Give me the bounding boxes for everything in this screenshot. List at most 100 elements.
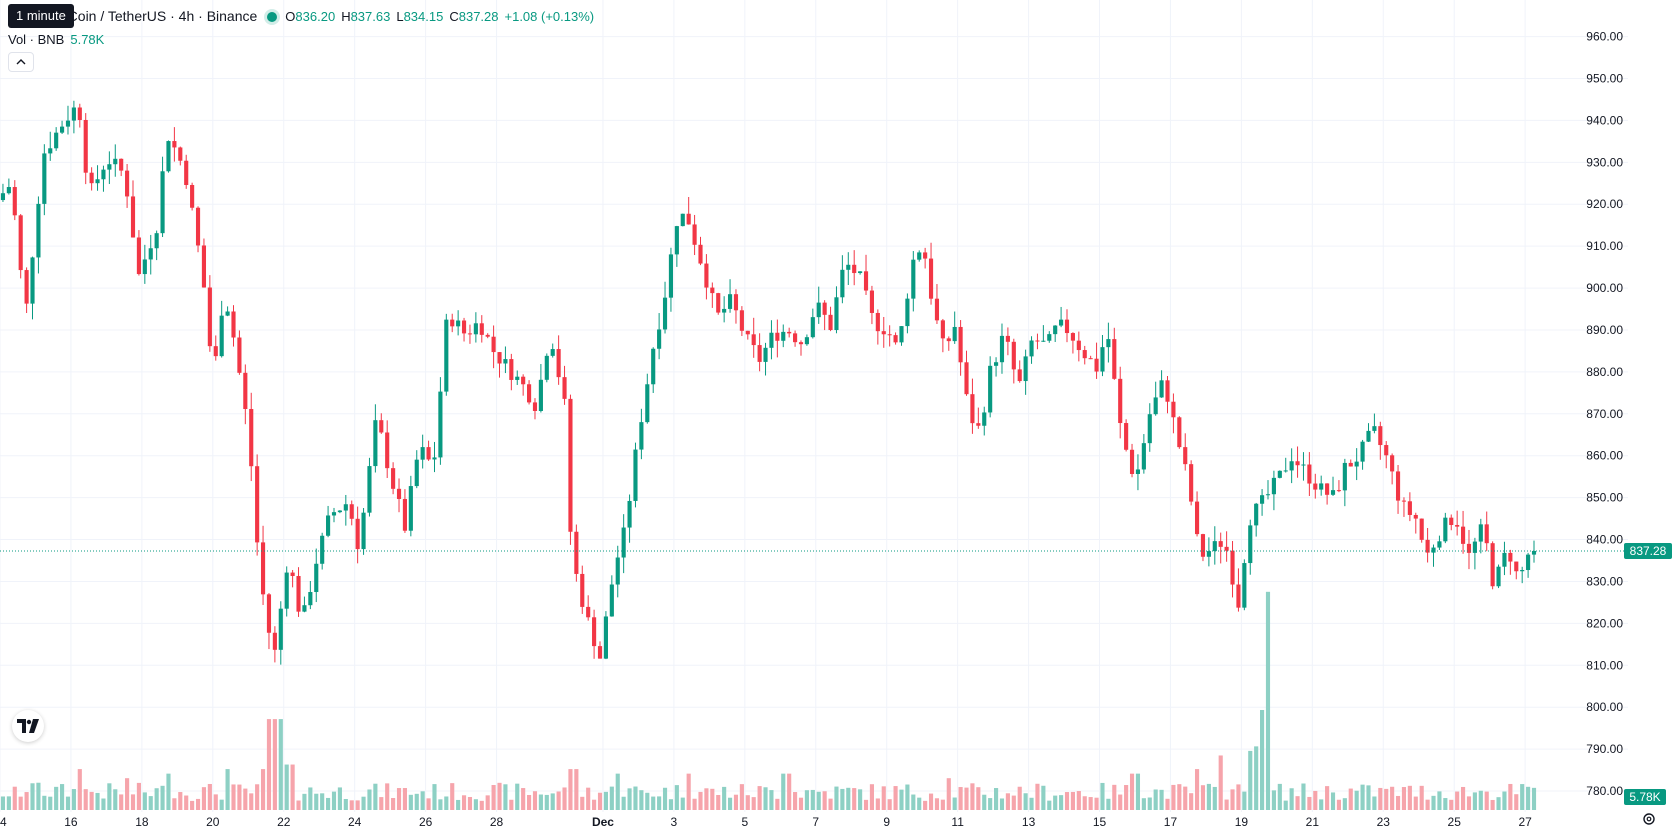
candle (432, 441, 437, 473)
y-tick-label: 870.00 (1586, 407, 1623, 421)
candle-body (521, 376, 526, 385)
candle-body (107, 164, 112, 170)
volume-bar (1455, 791, 1460, 810)
candle-body (260, 542, 266, 595)
candle-body (686, 213, 691, 225)
candle (668, 247, 674, 312)
candle (1372, 413, 1377, 434)
candle (367, 457, 372, 517)
candle-body (1514, 561, 1519, 572)
candle (1437, 535, 1442, 550)
candle (905, 293, 910, 334)
symbol-title[interactable]: e Coin / TetherUS · 4h · Binance (56, 8, 258, 24)
candle (444, 313, 449, 396)
change-value: +1.08 (+0.13%) (504, 9, 595, 24)
time-axis[interactable]: 14 16 18 20 22 24 26 28 Dec 3 5 7 9 11 13 15 17 19 21 23 25 2… (0, 815, 1532, 829)
volume-bar (651, 796, 656, 810)
candle-body (1395, 471, 1401, 501)
candle-body (1064, 319, 1070, 334)
candle (1502, 541, 1507, 576)
volume-bar (846, 787, 851, 810)
candle (1035, 333, 1040, 350)
volume-bar (77, 769, 82, 810)
y-tick-label: 840.00 (1586, 533, 1623, 547)
volume-bar (769, 790, 774, 810)
volume-bar (1094, 797, 1099, 810)
volume-bar (568, 769, 573, 810)
candle-body (48, 148, 53, 154)
candle-body (1112, 339, 1117, 379)
candle-body (136, 237, 141, 275)
candle-body (355, 518, 360, 550)
candle (769, 320, 774, 360)
volume-bar (1413, 796, 1418, 810)
volume-bar (237, 784, 242, 810)
volume-bar (1118, 794, 1123, 810)
candle-body (12, 187, 17, 216)
volume-bar (804, 790, 809, 810)
y-tick-label: 920.00 (1586, 197, 1623, 211)
candle-body (1502, 552, 1507, 567)
candle (621, 514, 626, 574)
volume-bar (1236, 784, 1241, 810)
volume-bar (1206, 783, 1211, 810)
candle (6, 178, 11, 195)
candle-body (314, 563, 319, 593)
candle-body (1171, 401, 1176, 418)
last-price-text: 837.28 (1630, 544, 1667, 558)
price-axis[interactable]: 780.00 790.00 800.00 810.00 820.00 830.00 840.… (1586, 30, 1623, 798)
candle-body (988, 365, 993, 413)
candle-body (6, 187, 11, 194)
volume-bar (136, 782, 141, 810)
candle (36, 196, 41, 274)
candle (1449, 514, 1454, 531)
candle (213, 335, 218, 361)
candle (976, 407, 981, 429)
candle-body (544, 355, 549, 380)
candle-body (1378, 426, 1383, 446)
candle-body (1478, 524, 1483, 542)
candle-body (816, 302, 821, 318)
volume-bar (1313, 790, 1318, 810)
volume-bar (1478, 790, 1483, 810)
volume-bar (999, 798, 1005, 810)
volume-bar (1135, 773, 1141, 810)
candle (1425, 527, 1430, 563)
volume-bar (976, 787, 981, 810)
candle (1531, 540, 1537, 563)
collapse-legend-button[interactable] (8, 52, 34, 72)
volume-bar (834, 786, 839, 810)
tradingview-logo[interactable] (12, 710, 44, 742)
candle (651, 347, 656, 393)
chart-settings-button[interactable] (1640, 810, 1658, 828)
volume-bar (1035, 783, 1040, 810)
x-tick-label: 16 (64, 815, 78, 829)
candle (160, 156, 165, 238)
last-volume-text: 5.78K (1629, 790, 1660, 804)
volume-bar (1053, 795, 1058, 810)
volume-bar (408, 794, 413, 810)
candle-body (769, 332, 774, 348)
volume-label[interactable]: Vol · BNB (8, 32, 65, 47)
volume-bar (657, 796, 662, 810)
volume-bar (184, 795, 189, 810)
candle (1159, 370, 1164, 398)
candle (716, 292, 721, 315)
volume-bar (1520, 784, 1525, 810)
candle (763, 342, 768, 376)
volume-bar (639, 790, 644, 810)
volume-bar (1342, 798, 1347, 810)
candle (95, 165, 100, 191)
candle-body (42, 153, 47, 204)
high-key: H (341, 9, 351, 24)
volume-bar (627, 788, 632, 810)
candle (1100, 334, 1105, 377)
volume-bar (1029, 797, 1034, 810)
candle-body (1307, 464, 1312, 484)
candle (195, 206, 201, 253)
candle (727, 279, 733, 313)
candle (1508, 549, 1513, 575)
candle-body (917, 252, 922, 260)
candle (881, 316, 886, 348)
